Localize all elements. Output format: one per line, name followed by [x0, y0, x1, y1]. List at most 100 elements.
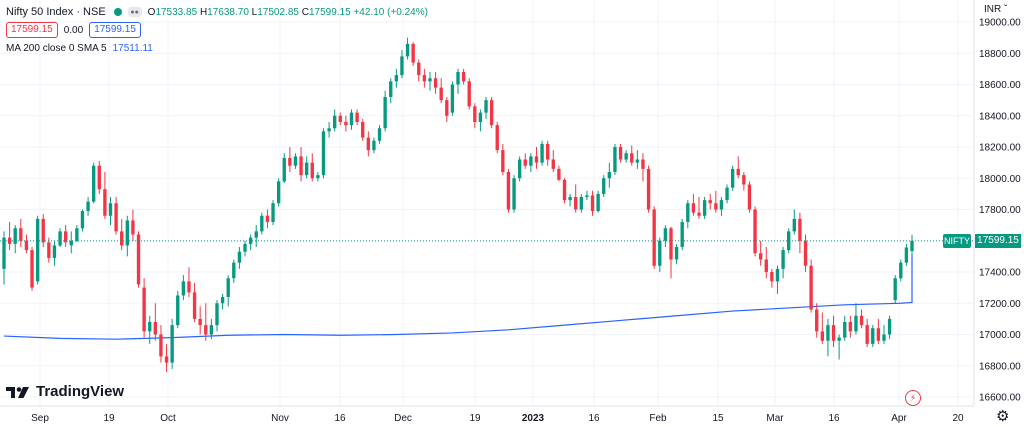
price-tick-label: 16800.00	[979, 361, 1021, 372]
candle-up	[843, 322, 847, 338]
candle-down	[30, 250, 34, 288]
ma-line-path	[3, 254, 913, 340]
candle-up	[170, 325, 174, 363]
candle-down	[506, 172, 511, 210]
series-tag: NIFTY	[943, 234, 971, 248]
candle-down	[187, 281, 191, 293]
candle-down	[652, 209, 656, 266]
candle-up	[91, 165, 96, 202]
candle-up	[333, 115, 337, 129]
candle-down	[742, 175, 746, 185]
candle-down	[24, 240, 29, 251]
time-tick-label: Apr	[891, 413, 907, 424]
candle-up	[260, 215, 264, 232]
candle-up	[512, 178, 516, 210]
candle-up	[176, 295, 180, 326]
candle-up	[529, 156, 533, 166]
candle-up	[792, 218, 796, 232]
candle-up	[237, 251, 242, 263]
candle-up	[254, 231, 258, 238]
time-tick-label: 16	[588, 413, 600, 424]
candle-up	[882, 334, 886, 341]
candle-down	[411, 43, 415, 63]
candle-down	[646, 168, 651, 210]
candle-down	[848, 322, 853, 332]
candle-down	[489, 100, 494, 126]
time-tick-label: Sep	[31, 413, 49, 424]
candle-down	[361, 122, 365, 138]
candle-up	[58, 231, 62, 246]
candle-down	[809, 265, 813, 310]
buy-button[interactable]: 17599.15	[89, 22, 141, 38]
candle-down	[131, 220, 135, 235]
time-tick-label: 19	[103, 413, 115, 424]
time-tick-label: Mar	[766, 413, 784, 424]
candle-up	[316, 175, 320, 179]
candle-down	[753, 209, 757, 254]
candle-up	[456, 72, 460, 85]
candle-down	[366, 137, 371, 151]
price-tick-label: 18200.00	[979, 143, 1021, 154]
candle-down	[97, 165, 101, 190]
candle-up	[871, 328, 875, 344]
candle-down	[764, 259, 768, 272]
time-axis[interactable]: Sep 19 Oct Nov 16 Dec 19 2023 16 Feb 15 Mar 16 Apr 20	[31, 413, 964, 424]
candle-up	[181, 281, 186, 296]
candle-down	[114, 203, 118, 232]
gear-icon[interactable]: ⚙	[996, 408, 1010, 425]
price-tick-label: 16600.00	[979, 393, 1021, 404]
candle-down	[192, 292, 197, 319]
bolt-icon[interactable]: ⚡	[905, 390, 921, 406]
candle-up	[635, 159, 640, 163]
candle-up	[730, 168, 735, 188]
candle-down	[618, 147, 623, 160]
high-value: 17638.70	[207, 6, 249, 18]
candle-up	[226, 278, 230, 297]
price-axis[interactable]: 19000.00 18800.00 18600.00 18400.00 18200.00…	[979, 18, 1021, 404]
price-tick-label: 19000.00	[979, 18, 1021, 29]
bid-ask-row: 17599.15 0.00 17599.15	[6, 22, 428, 38]
candle-up	[69, 240, 73, 246]
candle-up	[725, 187, 729, 201]
candle-up	[719, 200, 724, 210]
candle-up	[887, 318, 892, 335]
candle-up	[702, 200, 707, 216]
candle-up	[893, 278, 897, 301]
candle-up	[579, 197, 583, 210]
candle-down	[697, 212, 701, 216]
candle-down	[445, 100, 449, 116]
time-tick-label: Oct	[160, 413, 176, 424]
candle-down	[590, 195, 595, 212]
time-tick-label: 16	[334, 413, 346, 424]
price-tick-label: 18600.00	[979, 80, 1021, 91]
brand-logo[interactable]: TradingView	[6, 383, 124, 400]
candle-down	[798, 218, 802, 241]
candle-up	[271, 203, 275, 222]
candle-down	[355, 112, 359, 122]
symbol-title[interactable]: Nifty 50 Index · NSE	[6, 6, 106, 18]
candle-up	[686, 203, 690, 222]
indicator-row: MA 200 close 0 SMA 5 17511.11	[6, 40, 428, 56]
legend: Nifty 50 Index · NSE ●● O17533.85 H17638…	[6, 4, 428, 58]
candle-up	[400, 56, 404, 76]
candle-down	[422, 75, 427, 82]
candle-down	[164, 356, 169, 363]
candle-up	[613, 147, 617, 172]
candle-up	[787, 231, 791, 251]
close-value: 17599.15	[308, 6, 351, 18]
sell-button[interactable]: 17599.15	[6, 22, 58, 38]
collapse-icon[interactable]: ●●	[127, 7, 142, 17]
candle-up	[13, 228, 17, 244]
candle-down	[562, 179, 567, 201]
candle-down	[770, 272, 774, 282]
price-tick-label: 17000.00	[979, 330, 1021, 341]
candle-down	[153, 322, 158, 335]
ma-label[interactable]: MA 200 close 0 SMA 5	[6, 42, 107, 54]
candle-up	[372, 140, 376, 151]
candle-up	[854, 315, 858, 332]
candle-down	[344, 122, 348, 126]
candle-up	[394, 75, 399, 82]
currency-select[interactable]: INR ˇ	[984, 4, 1008, 15]
candle-up	[86, 201, 90, 212]
